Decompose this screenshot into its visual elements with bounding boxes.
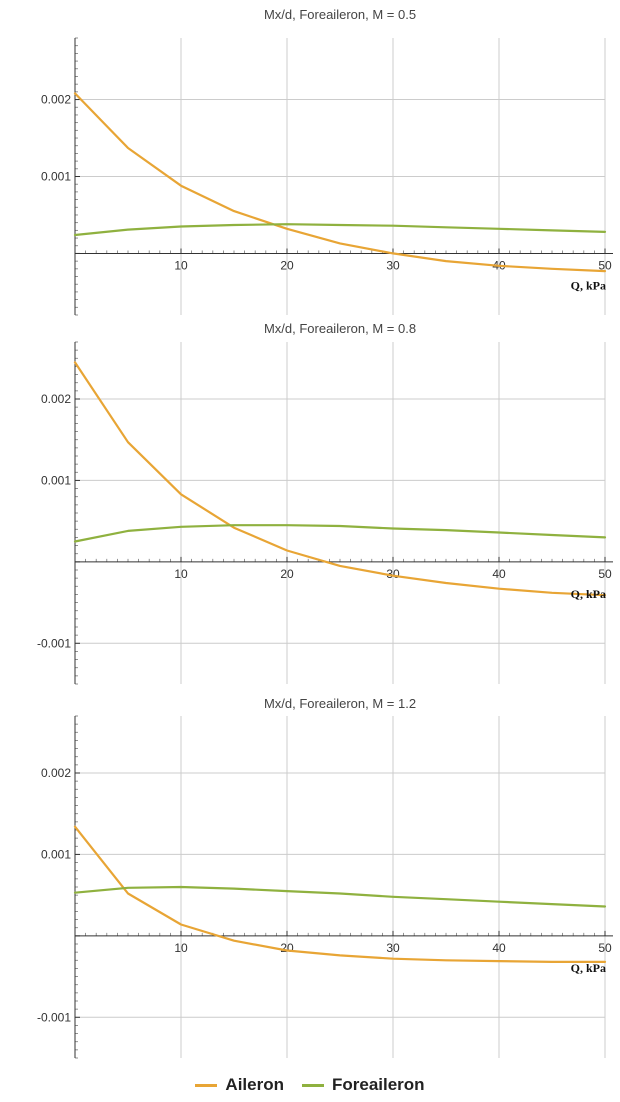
series-line-foreaileron [73, 223, 607, 237]
x-tick-label: 50 [598, 941, 612, 955]
series-line-foreaileron [73, 885, 607, 908]
x-tick-label: 50 [598, 258, 612, 272]
x-tick-label: 10 [174, 567, 188, 581]
x-axis-label: Q, kPa [571, 278, 606, 292]
legend: Aileron Foreaileron [0, 1072, 620, 1098]
series-line-foreaileron [73, 524, 607, 543]
y-tick-label: 0.002 [41, 392, 71, 406]
series-line-aileron [73, 825, 607, 964]
x-tick-label: 20 [280, 941, 294, 955]
legend-swatch-foreaileron [301, 1083, 324, 1087]
y-tick-label: 0.002 [41, 766, 71, 780]
x-tick-label: 30 [386, 567, 400, 581]
series-line-aileron [73, 361, 607, 597]
legend-item-aileron: Aileron [195, 1075, 284, 1095]
x-tick-label: 30 [386, 258, 400, 272]
x-tick-label: 10 [174, 258, 188, 272]
chart-title: Mx/d, Foreaileron, M = 1.2 [264, 696, 416, 711]
legend-label: Foreaileron [331, 1075, 425, 1094]
legend-label: Aileron [225, 1075, 284, 1094]
x-tick-label: 10 [174, 941, 188, 955]
legend-item-foreaileron: Foreaileron [301, 1075, 425, 1095]
x-tick-label: 40 [492, 567, 506, 581]
x-tick-label: 40 [492, 941, 506, 955]
y-tick-label: 0.001 [41, 473, 71, 487]
x-axis-label: Q, kPa [571, 587, 606, 601]
chart-title: Mx/d, Foreaileron, M = 0.5 [264, 7, 416, 22]
y-tick-label: 0.002 [41, 93, 71, 107]
y-tick-label: -0.001 [37, 636, 71, 650]
x-tick-label: 50 [598, 567, 612, 581]
chart-panel-1: Mx/d, Foreaileron, M = 0.5 0.001 0.002 10 20… [41, 7, 613, 316]
x-tick-label: 30 [386, 941, 400, 955]
legend-swatch-aileron [195, 1083, 218, 1087]
x-tick-label: 20 [280, 258, 294, 272]
x-tick-label: 20 [280, 567, 294, 581]
y-tick-label: -0.001 [37, 1010, 71, 1024]
chart-panel-2: Mx/d, Foreaileron, M = 0.8 -0.001 0.001 0.0… [37, 321, 613, 685]
chart-panel-3: Mx/d, Foreaileron, M = 1.2 -0.001 0.001 0.0… [37, 696, 613, 1059]
y-tick-label: 0.001 [41, 170, 71, 184]
y-tick-label: 0.001 [41, 847, 71, 861]
series-line-aileron [73, 92, 607, 273]
x-axis-label: Q, kPa [571, 961, 606, 975]
chart-title: Mx/d, Foreaileron, M = 0.8 [264, 321, 416, 336]
